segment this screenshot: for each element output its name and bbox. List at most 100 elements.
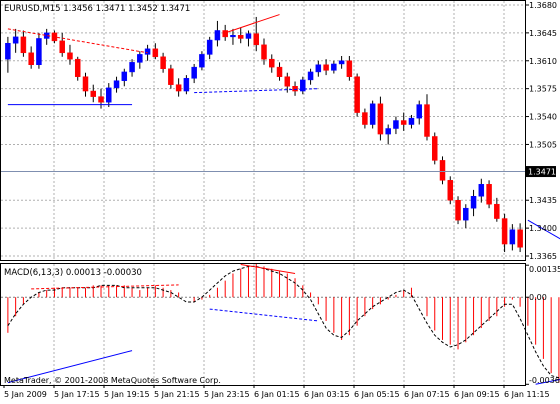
macd-trendline[interactable] [240,263,296,274]
time-tick-label: 6 Jan 03:15 [304,390,350,399]
bear-candle [284,72,291,93]
bull-candle [183,75,190,95]
bull-candle [300,76,306,95]
bull-candle [191,63,197,84]
price-tick-label: 1.3365 [529,252,557,261]
bear-candle [82,72,89,97]
macd-tick-label: 0.00 [529,293,547,302]
copyright-text: MetaTrader, © 2001-2008 MetaQuotes Softw… [4,376,221,385]
trendlines[interactable] [7,14,560,385]
macd-header: MACD(6,13,3) 0.00013 -0.00030 [4,268,142,278]
price-trendline[interactable] [225,14,280,34]
bear-candle [362,108,368,129]
grid-lines [1,1,525,385]
time-tick-label: 5 Jan 2009 [4,390,47,399]
signal-line [7,265,560,379]
bear-candle [90,84,97,103]
time-tick-label: 6 Jan 01:15 [254,390,300,399]
bull-candle [36,32,42,69]
bear-candle [501,213,508,253]
bull-candle [106,83,112,107]
time-axis: 5 Jan 2009 5 Jan 17:15 5 Jan 19:15 5 Jan 21… [3,385,550,399]
bear-candle [494,197,500,222]
macd-panel-frame [0,263,526,386]
bear-candle [98,88,104,109]
price-trendline[interactable] [527,219,560,256]
bear-candle [237,27,244,44]
bear-candle [292,81,298,96]
bear-candle [28,46,34,69]
bear-candle [486,180,492,209]
current-price-badge [526,166,556,178]
bear-candle [67,44,73,65]
macd-signal-line [7,265,560,379]
bull-candle [129,59,135,77]
current-price-label: 1.3471 [528,168,556,177]
bull-candle [385,124,391,145]
macd-trendline[interactable] [7,350,133,384]
bull-candle [369,100,376,129]
bull-candle [509,224,516,251]
bull-candle [478,178,485,203]
bull-candle [338,55,345,69]
macd-tick-label: -0.00367 [529,376,560,385]
bear-candle [175,78,182,97]
macd-trendline[interactable] [209,308,319,322]
bull-candle [230,28,236,45]
bear-candle [20,30,27,57]
price-axis: 1.3680 1.3645 1.3610 1.3575 1.3540 1.3505 1.34… [525,1,560,385]
price-tick-label: 1.3400 [529,224,557,233]
bear-candle [269,54,275,73]
bear-candle [424,94,430,141]
macd-trendline[interactable] [535,372,560,385]
bear-candle [439,156,446,185]
time-tick-label: 5 Jan 17:15 [54,390,100,399]
time-tick-label: 6 Jan 11:15 [504,390,550,399]
time-tick-label: 5 Jan 21:15 [154,390,200,399]
bear-candle [276,62,283,81]
bull-candle [307,68,314,85]
bull-candle [12,28,19,53]
price-panel-frame [0,0,526,261]
bear-candle [400,112,407,131]
bull-candle [463,204,469,229]
bull-candle [199,51,205,71]
bear-candle [455,196,461,225]
bull-candle [113,76,120,93]
bear-candle [354,73,360,117]
price-tick-label: 1.3610 [529,57,557,66]
bull-candle [331,60,337,74]
bull-candle [121,68,128,87]
price-tick-label: 1.3540 [529,113,557,122]
symbol-header: EURUSD,M15 1.3456 1.3471 1.3452 1.3471 [4,4,190,14]
bull-candle [393,116,399,135]
bear-candle [261,38,267,65]
price-tick-label: 1.3575 [529,85,557,94]
macd-trendline[interactable] [31,284,179,290]
time-tick-label: 6 Jan 05:15 [354,390,400,399]
bear-candle [74,56,81,81]
bear-candle [323,59,329,76]
bull-candle [137,51,143,69]
bull-candle [408,114,415,129]
bull-candle [416,100,422,125]
price-trendline[interactable] [7,28,148,54]
time-tick-label: 6 Jan 07:15 [404,390,450,399]
time-tick-label: 5 Jan 23:15 [204,390,250,399]
time-tick-label: 5 Jan 19:15 [104,390,150,399]
bull-candle [470,189,477,217]
bear-candle [346,55,353,81]
price-tick-label: 1.3680 [529,1,557,10]
price-tick-label: 1.3435 [529,196,557,205]
price-tick-label: 1.3645 [529,29,557,38]
bear-candle [160,52,166,73]
bull-candle [214,20,221,47]
bear-candle [59,32,65,57]
bear-candle [152,43,159,60]
bull-candle [245,30,252,47]
time-tick-label: 6 Jan 09:15 [454,390,500,399]
price-tick-label: 1.3505 [529,140,557,149]
price-trendline[interactable] [194,88,319,94]
